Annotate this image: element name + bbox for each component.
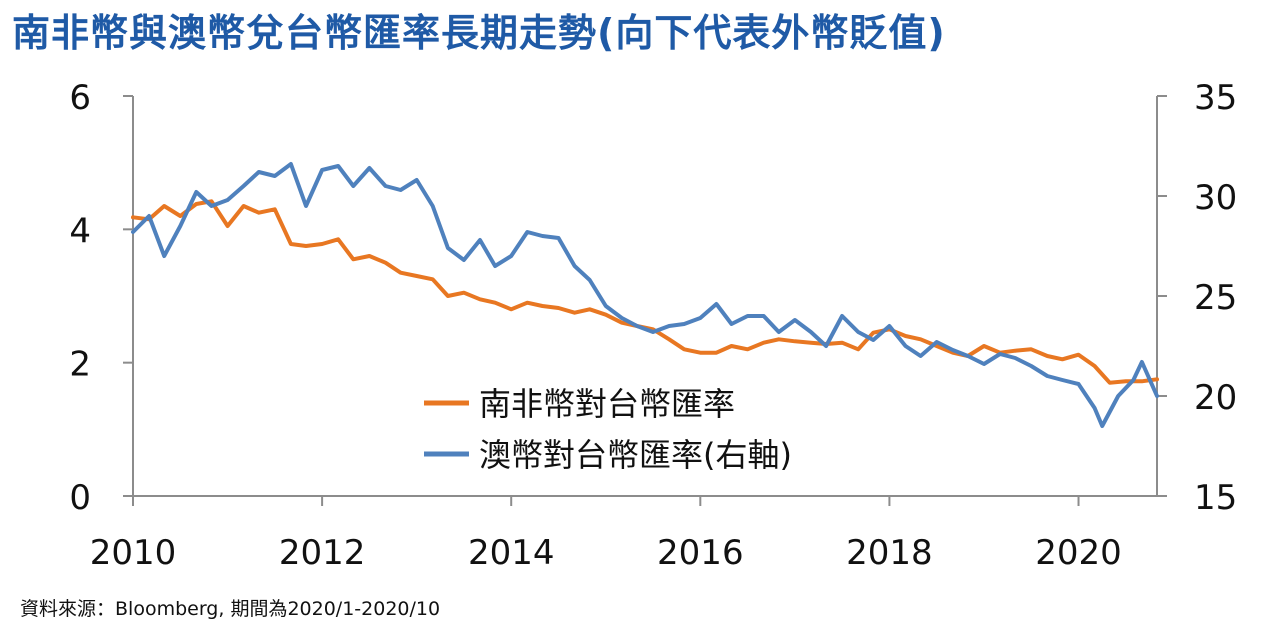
left-y-tick-label: 6 [69, 78, 91, 118]
legend-label: 南非幣對台幣匯率 [479, 385, 735, 423]
x-tick-label: 2010 [90, 533, 177, 573]
x-tick-label: 2012 [279, 533, 366, 573]
x-tick-label: 2020 [1035, 533, 1122, 573]
left-y-tick-label: 4 [69, 211, 91, 251]
source-note: 資料來源：Bloomberg, 期間為2020/1-2020/10 [20, 598, 441, 620]
series-line-2 [131, 162, 1159, 428]
right-y-tick-label: 25 [1194, 278, 1237, 318]
right-y-tick-label: 35 [1194, 78, 1237, 118]
right-y-tick-label: 20 [1194, 378, 1237, 418]
x-tick-label: 2014 [468, 533, 555, 573]
right-y-tick-label: 30 [1194, 178, 1237, 218]
chart-axes: 0 2 4 6 15 20 25 30 35 2010 2012 2014 2016 2018 2020 [69, 78, 1237, 573]
x-tick-label: 2016 [657, 533, 744, 573]
chart-series [131, 162, 1159, 428]
left-y-tick-label: 0 [69, 478, 91, 518]
x-tick-label: 2018 [846, 533, 933, 573]
right-y-tick-label: 15 [1194, 478, 1237, 518]
legend-label: 澳幣對台幣匯率(右軸) [479, 436, 792, 474]
left-y-tick-label: 2 [69, 345, 91, 385]
chart-title: 南非幣與澳幣兌台幣匯率長期走勢(向下代表外幣貶值) [12, 11, 946, 55]
